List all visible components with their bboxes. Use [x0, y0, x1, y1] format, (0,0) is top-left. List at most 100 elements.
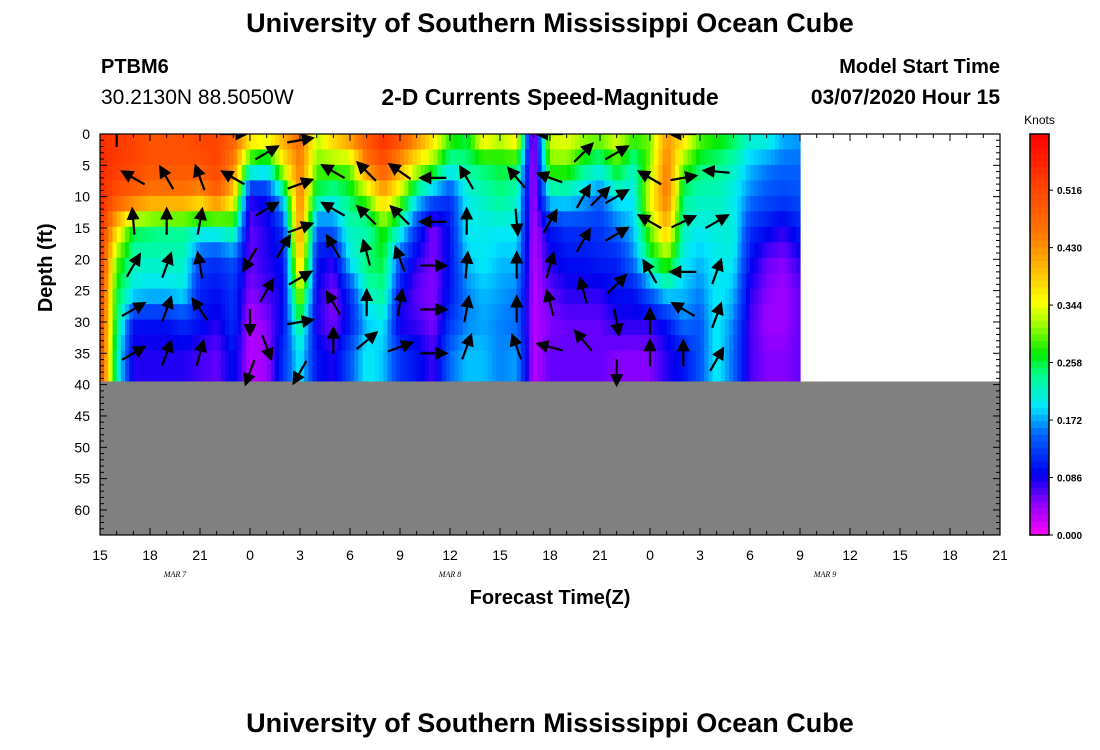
current-arrow: [573, 329, 593, 352]
heat-cell: [175, 134, 180, 151]
heat-cell: [204, 180, 209, 197]
heat-cell: [475, 304, 480, 321]
heat-cell: [683, 226, 689, 243]
heat-cell: [570, 211, 576, 228]
heat-cell: [204, 164, 209, 182]
heat-cell: [620, 366, 626, 383]
heat-cell: [783, 226, 789, 243]
heat-cell: [795, 273, 801, 290]
heat-cell: [462, 304, 468, 321]
heat-cell: [304, 242, 309, 259]
heat-cell: [391, 304, 397, 321]
heat-cell: [312, 366, 318, 383]
heat-cell: [116, 304, 122, 321]
colorbar-segment: [1030, 354, 1049, 362]
heat-cell: [466, 134, 472, 151]
heat-cell: [254, 335, 259, 352]
heat-cell: [212, 304, 218, 321]
heat-cell: [725, 195, 730, 212]
heat-cell: [783, 242, 789, 259]
heat-cell: [379, 319, 384, 336]
heat-cell: [112, 134, 118, 151]
heat-cell: [475, 242, 480, 259]
heat-cell: [337, 180, 343, 197]
heat-cell: [762, 149, 768, 166]
heat-cell: [483, 195, 489, 212]
heat-cell: [512, 242, 518, 259]
heat-cell: [537, 319, 543, 336]
heat-cell: [750, 164, 755, 182]
heat-cell: [270, 134, 276, 151]
heat-cell: [633, 319, 639, 336]
heat-cell: [783, 319, 789, 336]
heat-cell: [237, 350, 243, 367]
heat-cell: [437, 134, 443, 151]
heat-cell: [454, 242, 459, 259]
heat-cell: [241, 366, 247, 383]
heat-cell: [433, 134, 439, 151]
current-arrow: [220, 170, 246, 186]
heat-cell: [550, 164, 555, 182]
heat-cell: [233, 164, 239, 182]
heat-cell: [612, 350, 618, 367]
heat-cell: [375, 149, 380, 166]
heat-cell: [208, 242, 214, 259]
heat-cell: [233, 134, 239, 151]
current-arrow: [506, 166, 526, 189]
heat-cell: [604, 288, 609, 305]
heat-cell: [504, 164, 509, 182]
heat-cell: [487, 180, 493, 197]
heat-cell: [258, 164, 264, 182]
heat-cell: [766, 242, 772, 259]
heat-cell: [679, 134, 684, 151]
heat-cell: [450, 195, 455, 212]
heat-cell: [795, 180, 801, 197]
heat-cell: [179, 319, 184, 336]
heat-cell: [770, 288, 776, 305]
heat-cell: [512, 273, 518, 290]
heat-cell: [466, 195, 472, 212]
heat-cell: [450, 273, 455, 290]
heat-cell: [104, 319, 109, 336]
heat-cell: [420, 195, 426, 212]
heat-cell: [112, 211, 118, 228]
heat-cell: [137, 242, 143, 259]
heat-cell: [700, 134, 705, 151]
heat-cell: [566, 134, 572, 151]
heat-cell: [500, 134, 505, 151]
heat-cell: [387, 350, 393, 367]
heat-cell: [616, 304, 622, 321]
colorbar-label: 0.344: [1057, 301, 1082, 312]
heat-cell: [141, 257, 147, 274]
heat-cell: [304, 134, 309, 151]
heat-cell: [675, 319, 680, 336]
heat-cell: [175, 335, 180, 352]
heat-cell: [520, 164, 526, 182]
heat-cell: [612, 211, 618, 228]
heat-cell: [525, 211, 530, 228]
heat-cell: [154, 366, 159, 383]
heat-cell: [212, 273, 218, 290]
heat-cell: [683, 242, 689, 259]
current-arrow: [242, 247, 258, 273]
heat-cell: [308, 195, 314, 212]
heat-cell: [500, 164, 505, 182]
heat-cell: [625, 319, 630, 336]
heat-cell: [537, 211, 543, 228]
heat-cell: [725, 242, 730, 259]
heat-cell: [487, 149, 493, 166]
heat-cell: [554, 134, 559, 151]
heat-cell: [454, 149, 459, 166]
heat-cell: [129, 304, 134, 321]
heat-cell: [325, 134, 330, 151]
heat-cell: [258, 335, 264, 352]
heat-cell: [733, 211, 739, 228]
heat-cell: [437, 319, 443, 336]
heat-cell: [354, 226, 359, 243]
heat-cell: [762, 304, 768, 321]
heat-cell: [666, 211, 672, 228]
heat-cell: [329, 335, 334, 352]
heat-cell: [587, 366, 593, 383]
colorbar-segment: [1030, 421, 1049, 429]
heat-cell: [150, 304, 155, 321]
